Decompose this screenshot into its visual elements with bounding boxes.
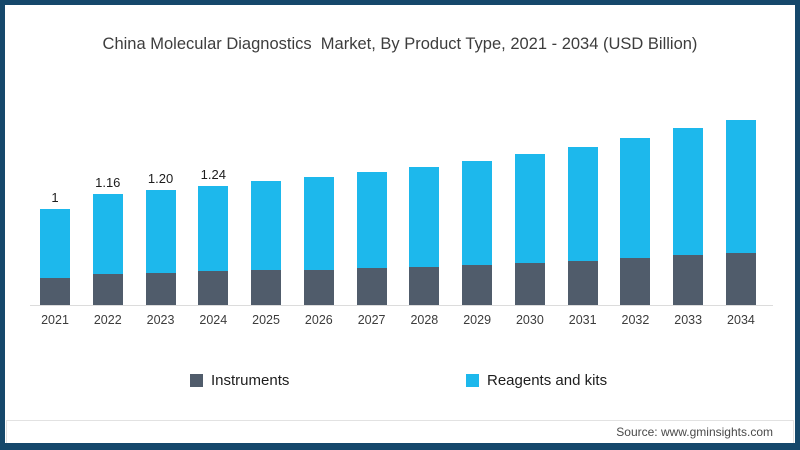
instruments-segment-2026 <box>303 269 334 305</box>
instruments-segment-2025 <box>251 270 282 305</box>
bar-group-2021: 1 2021 <box>40 190 70 327</box>
instruments-segment-2029 <box>462 264 493 305</box>
bar-group-2033: 2033 <box>673 128 704 327</box>
plot-area: 1 2021 1.16 2022 1.20 2023 1.24 2024 2025 2026 202… <box>40 105 756 327</box>
reagents-segment-2028 <box>409 166 440 267</box>
x-axis-label-2027: 2027 <box>357 313 386 327</box>
x-axis-label-2025: 2025 <box>252 313 280 327</box>
source-text: Source: www.gminsights.com <box>616 425 773 439</box>
bar-group-2026: 2026 <box>303 177 334 327</box>
instruments-segment-2032 <box>620 258 651 305</box>
bar-group-2025: 2025 <box>251 181 282 327</box>
x-axis-label-2032: 2032 <box>621 313 650 327</box>
instruments-segment-2027 <box>356 267 387 305</box>
x-axis-line <box>30 305 773 306</box>
bar-group-2027: 2027 <box>356 171 387 327</box>
source-bar: Source: www.gminsights.com <box>6 420 794 443</box>
x-axis-label-2026: 2026 <box>304 313 333 327</box>
x-axis-label-2022: 2022 <box>93 313 122 327</box>
x-axis-label-2028: 2028 <box>410 313 439 327</box>
bar-group-2022: 1.16 2022 <box>92 174 123 327</box>
bar-group-2034: 2034 <box>725 119 756 327</box>
x-axis-label-2030: 2030 <box>515 313 544 327</box>
bar-group-2029: 2029 <box>462 161 493 327</box>
instruments-segment-2033 <box>673 255 704 305</box>
bar-value-label-2024: 1.24 <box>200 167 226 183</box>
reagents-segment-2023 <box>145 189 176 274</box>
reagents-segment-2024 <box>198 186 229 272</box>
instruments-segment-2031 <box>567 260 598 305</box>
legend-label-reagents: Reagents and kits <box>487 372 608 389</box>
bar-group-2030: 2030 <box>514 154 545 327</box>
bar-group-2023: 1.20 2023 <box>145 170 176 327</box>
bar-group-2031: 2031 <box>567 146 598 327</box>
reagents-segment-2031 <box>567 146 598 261</box>
instruments-segment-2022 <box>92 274 123 305</box>
instruments-segment-2030 <box>514 262 545 305</box>
chart-title: China Molecular Diagnostics Market, By P… <box>102 35 698 53</box>
bar-value-label-2021: 1 <box>51 190 59 206</box>
instruments-swatch-icon <box>190 374 203 387</box>
reagents-swatch-icon <box>466 374 479 387</box>
reagents-segment-2022 <box>92 193 123 275</box>
instruments-segment-2023 <box>145 273 176 305</box>
x-axis-label-2029: 2029 <box>463 313 492 327</box>
reagents-segment-2034 <box>725 119 756 254</box>
bar-value-label-2022: 1.16 <box>95 174 121 190</box>
legend-item-instruments: Instruments <box>190 372 289 389</box>
reagents-segment-2029 <box>462 161 493 265</box>
reagents-segment-2032 <box>620 138 651 258</box>
x-axis-label-2031: 2031 <box>568 313 597 327</box>
reagents-segment-2033 <box>673 128 704 256</box>
x-axis-label-2024: 2024 <box>199 313 228 327</box>
x-axis-label-2034: 2034 <box>727 313 755 327</box>
bar-group-2032: 2032 <box>620 138 651 327</box>
reagents-segment-2025 <box>251 181 282 271</box>
bar-value-label-2023: 1.20 <box>147 170 174 186</box>
reagents-segment-2021 <box>40 209 70 279</box>
legend-item-reagents: Reagents and kits <box>466 372 607 389</box>
bar-group-2024: 1.24 2024 <box>198 167 229 327</box>
reagents-segment-2030 <box>514 154 545 263</box>
instruments-segment-2028 <box>409 266 440 305</box>
x-axis-label-2023: 2023 <box>146 313 175 327</box>
bar-group-2028: 2028 <box>409 166 440 327</box>
x-axis-label-2021: 2021 <box>41 313 69 327</box>
instruments-segment-2034 <box>725 253 756 305</box>
x-axis-label-2033: 2033 <box>674 313 703 327</box>
instruments-segment-2024 <box>198 271 229 305</box>
reagents-segment-2027 <box>356 171 387 268</box>
instruments-segment-2021 <box>40 278 70 305</box>
legend-label-instruments: Instruments <box>211 372 290 389</box>
reagents-segment-2026 <box>303 177 334 270</box>
